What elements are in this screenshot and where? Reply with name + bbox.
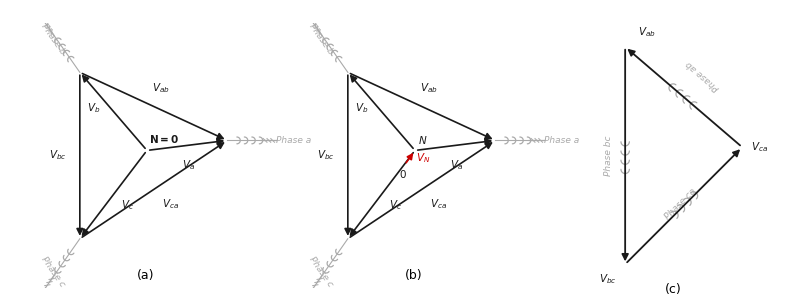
Text: $V_{bc}$: $V_{bc}$ xyxy=(599,273,617,286)
Text: Phase a: Phase a xyxy=(545,136,580,145)
Text: $V_a$: $V_a$ xyxy=(450,159,463,172)
Text: $V_{ca}$: $V_{ca}$ xyxy=(162,197,179,211)
Text: $V_b$: $V_b$ xyxy=(87,101,100,115)
Text: $V_{bc}$: $V_{bc}$ xyxy=(317,149,334,162)
Text: $V_{ab}$: $V_{ab}$ xyxy=(152,81,170,95)
Text: Phase b: Phase b xyxy=(307,22,335,56)
Text: Phase b: Phase b xyxy=(39,22,67,56)
Text: $0$: $0$ xyxy=(398,168,406,180)
Text: (b): (b) xyxy=(405,269,423,282)
Text: $V_c$: $V_c$ xyxy=(389,198,402,212)
Text: Phase ca: Phase ca xyxy=(662,187,698,222)
Text: Phase c: Phase c xyxy=(40,255,67,289)
Text: $V_{ab}$: $V_{ab}$ xyxy=(638,25,655,38)
Text: $V_c$: $V_c$ xyxy=(121,198,134,212)
Text: $\mathbf{N=0}$: $\mathbf{N=0}$ xyxy=(149,133,179,145)
Text: Phase c: Phase c xyxy=(308,255,335,289)
Text: $N$: $N$ xyxy=(418,134,427,146)
Text: Phase a: Phase a xyxy=(277,136,312,145)
Text: (c): (c) xyxy=(665,282,682,296)
Text: $V_{ca}$: $V_{ca}$ xyxy=(750,140,768,154)
Text: $V_a$: $V_a$ xyxy=(182,159,195,172)
Text: Phase ab: Phase ab xyxy=(685,59,722,93)
Text: $V_N$: $V_N$ xyxy=(416,151,430,164)
Text: $V_b$: $V_b$ xyxy=(355,101,368,115)
Text: $V_{ca}$: $V_{ca}$ xyxy=(430,197,447,211)
Text: Phase bc: Phase bc xyxy=(604,135,613,176)
Text: (a): (a) xyxy=(138,269,154,282)
Text: $V_{bc}$: $V_{bc}$ xyxy=(49,149,66,162)
Text: $V_{ab}$: $V_{ab}$ xyxy=(420,81,438,95)
